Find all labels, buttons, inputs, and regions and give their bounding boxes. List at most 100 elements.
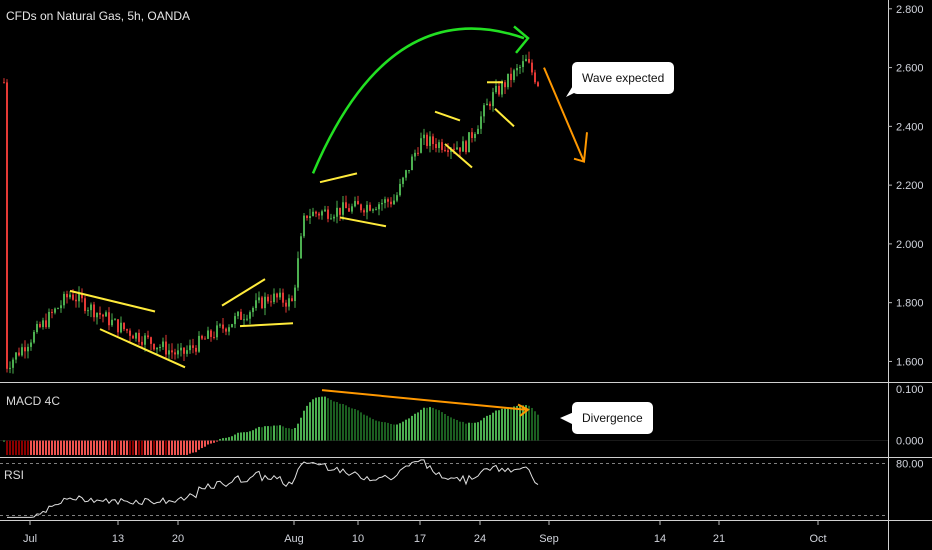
macd-bar xyxy=(153,440,155,455)
rsi-pane xyxy=(0,459,888,518)
macd-bar xyxy=(132,440,134,455)
candle-body xyxy=(513,70,515,80)
y-tick-label: 2.200 xyxy=(896,180,924,192)
candle-body xyxy=(459,147,461,152)
candle-body xyxy=(273,293,275,303)
macd-bar xyxy=(516,405,518,441)
macd-bar xyxy=(189,440,191,454)
candle-body xyxy=(78,293,80,302)
candle-body xyxy=(12,359,14,368)
candle-body xyxy=(465,141,467,153)
macd-bar xyxy=(24,440,26,455)
divergence-line xyxy=(321,389,527,411)
candle-body xyxy=(99,312,101,315)
macd-bar xyxy=(99,440,101,455)
candle-body xyxy=(192,345,194,348)
candle-body xyxy=(81,293,83,299)
x-tick-label: Oct xyxy=(809,533,826,545)
macd-bar xyxy=(255,428,257,441)
macd-bar xyxy=(408,418,410,441)
candle-body xyxy=(15,352,17,360)
candle-body xyxy=(87,310,89,312)
wave-expected-callout: Wave expected xyxy=(572,62,675,94)
candle-body xyxy=(483,105,485,117)
candle-body xyxy=(3,82,5,84)
candle-body xyxy=(306,215,308,219)
rsi-line xyxy=(7,459,539,518)
macd-bar xyxy=(120,440,122,455)
candle-body xyxy=(36,324,38,333)
candle-body xyxy=(279,292,281,298)
macd-bar xyxy=(75,440,77,455)
candle-body xyxy=(432,136,434,145)
x-tick-label: 10 xyxy=(352,533,364,545)
macd-bar xyxy=(30,440,32,455)
pattern-line xyxy=(69,289,156,313)
candle-body xyxy=(342,202,344,215)
macd-bar xyxy=(456,420,458,441)
macd-bar xyxy=(69,440,71,455)
divergence-callout: Divergence xyxy=(572,402,653,434)
candle-body xyxy=(327,209,329,219)
macd-bar xyxy=(225,437,227,441)
macd-bar xyxy=(12,440,14,455)
candle-body xyxy=(471,132,473,138)
macd-bar xyxy=(93,440,95,455)
candle-body xyxy=(60,305,62,309)
candle-body xyxy=(480,116,482,129)
candle-body xyxy=(309,216,311,219)
pattern-line xyxy=(319,172,358,184)
candle-body xyxy=(501,82,503,95)
target-arrow xyxy=(543,67,585,163)
candle-body xyxy=(396,195,398,201)
macd-bar xyxy=(126,440,128,455)
macd-bar xyxy=(27,440,29,455)
candle-body xyxy=(255,300,257,309)
macd-bar xyxy=(378,421,380,441)
macd-bar xyxy=(186,440,188,455)
wave-arc-arrowhead xyxy=(513,25,530,54)
candle-body xyxy=(444,149,446,151)
macd-bar xyxy=(228,437,230,441)
macd-bar xyxy=(279,425,281,441)
macd-bar xyxy=(18,440,20,455)
candle-body xyxy=(504,82,506,88)
candle-body xyxy=(114,319,116,321)
candle-body xyxy=(48,311,50,328)
candle-body xyxy=(105,312,107,317)
macd-bar xyxy=(54,440,56,455)
macd-bar xyxy=(381,421,383,441)
candle-body xyxy=(111,319,113,326)
y-tick-label: 2.800 xyxy=(896,4,924,16)
candle-body xyxy=(24,347,26,352)
candle-body xyxy=(189,345,191,351)
macd-bar xyxy=(501,408,503,441)
candle-body xyxy=(165,341,167,355)
macd-bar xyxy=(6,440,8,455)
pattern-line xyxy=(434,110,461,122)
macd-bar xyxy=(423,407,425,441)
candle-body xyxy=(225,328,227,332)
candle-body xyxy=(423,134,425,139)
candle-body xyxy=(474,134,476,138)
candle-body xyxy=(51,311,53,313)
macd-bar xyxy=(450,417,452,441)
candle-body xyxy=(243,319,245,321)
macd-bar xyxy=(282,426,284,441)
candle-body xyxy=(390,201,392,205)
candle-body xyxy=(117,319,119,333)
y-tick-label: 2.000 xyxy=(896,239,924,251)
macd-bar xyxy=(129,440,131,455)
candle-body xyxy=(489,103,491,107)
macd-bar xyxy=(42,440,44,455)
candle-body xyxy=(27,346,29,352)
macd-tick-label: 0.000 xyxy=(896,436,924,448)
macd-bar xyxy=(273,425,275,441)
macd-bar xyxy=(513,406,515,441)
macd-bar xyxy=(261,427,263,441)
macd-bar xyxy=(15,440,17,455)
candle-body xyxy=(72,294,74,300)
candle-body xyxy=(39,324,41,328)
